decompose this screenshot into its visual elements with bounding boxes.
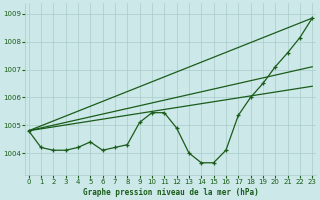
X-axis label: Graphe pression niveau de la mer (hPa): Graphe pression niveau de la mer (hPa) [83,188,258,197]
